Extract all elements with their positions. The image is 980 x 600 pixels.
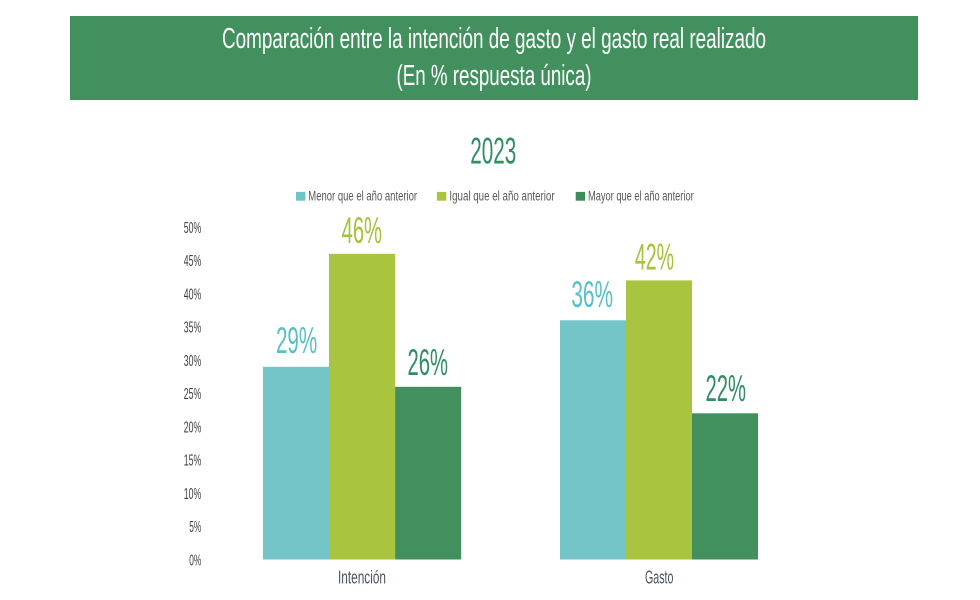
- svg-text:Igual que el año anterior: Igual que el año anterior: [449, 189, 555, 204]
- svg-text:30%: 30%: [184, 353, 202, 370]
- svg-text:Mayor que el año anterior: Mayor que el año anterior: [588, 189, 694, 204]
- svg-text:35%: 35%: [184, 320, 202, 337]
- svg-text:40%: 40%: [184, 286, 202, 303]
- svg-text:0%: 0%: [189, 552, 201, 569]
- svg-text:2023: 2023: [470, 130, 516, 171]
- svg-text:20%: 20%: [184, 419, 202, 436]
- svg-text:29%: 29%: [276, 320, 317, 361]
- svg-text:Intención: Intención: [338, 567, 386, 587]
- svg-text:46%: 46%: [342, 210, 382, 251]
- svg-text:5%: 5%: [189, 519, 201, 536]
- svg-text:(En % respuesta única): (En % respuesta única): [397, 60, 592, 92]
- svg-text:36%: 36%: [571, 274, 613, 315]
- svg-text:25%: 25%: [184, 386, 202, 403]
- svg-text:Gasto: Gasto: [645, 567, 673, 587]
- svg-text:26%: 26%: [408, 342, 448, 383]
- svg-text:Menor que el año anterior: Menor que el año anterior: [308, 189, 417, 204]
- svg-text:22%: 22%: [706, 368, 747, 409]
- svg-text:42%: 42%: [635, 237, 674, 278]
- svg-text:15%: 15%: [184, 453, 202, 470]
- svg-text:45%: 45%: [184, 253, 202, 270]
- svg-text:Comparación entre la intención: Comparación entre la intención de gasto …: [222, 23, 766, 55]
- svg-text:50%: 50%: [184, 220, 202, 237]
- svg-text:10%: 10%: [184, 486, 202, 503]
